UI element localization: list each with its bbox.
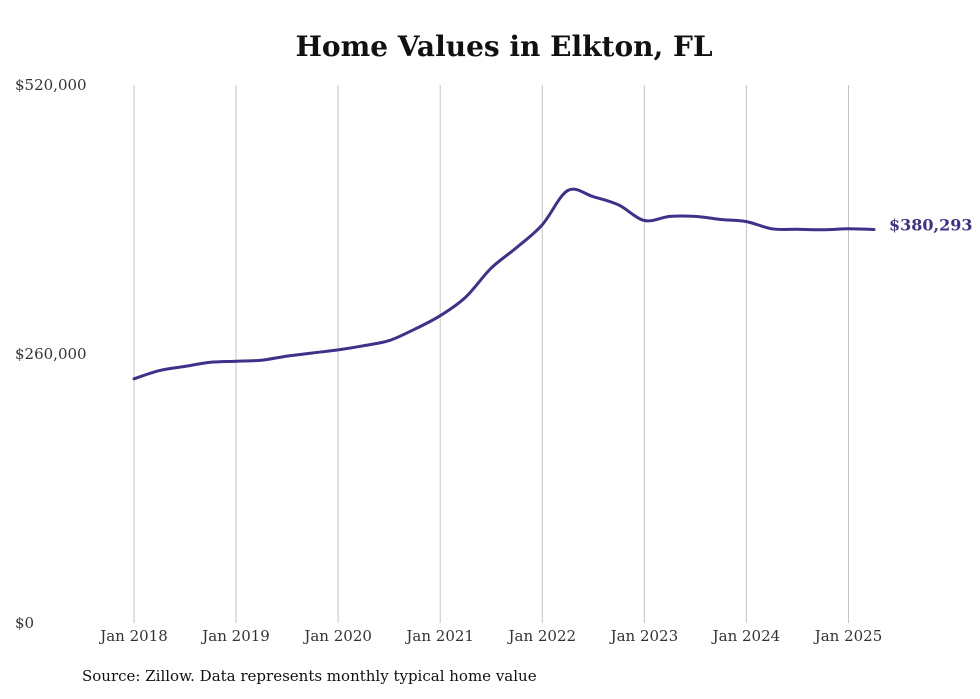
- source-note: Source: Zillow. Data represents monthly …: [82, 667, 537, 685]
- end-value-label: $380,293: [889, 216, 973, 235]
- x-tick-label: Jan 2021: [404, 627, 474, 645]
- y-tick-label: $0: [15, 614, 34, 632]
- x-axis: Jan 2018 Jan 2019 Jan 2020 Jan 2021 Jan 2022…: [98, 627, 882, 645]
- x-tick-label: Jan 2022: [506, 627, 576, 645]
- series-layer: $380,293: [132, 187, 973, 381]
- y-tick-label: $260,000: [15, 345, 87, 363]
- chart-title: Home Values in Elkton, FL: [295, 30, 713, 63]
- x-tick-label: Jan 2020: [302, 627, 372, 645]
- grid-lines: [133, 85, 849, 623]
- y-tick-label: $520,000: [15, 76, 87, 94]
- home-value-line: [132, 187, 876, 381]
- x-tick-label: Jan 2024: [711, 627, 781, 645]
- x-tick-label: Jan 2018: [98, 627, 168, 645]
- x-tick-label: Jan 2025: [813, 627, 883, 645]
- y-axis: $0 $260,000 $520,000: [15, 76, 87, 632]
- x-tick-label: Jan 2019: [200, 627, 270, 645]
- x-tick-label: Jan 2023: [609, 627, 679, 645]
